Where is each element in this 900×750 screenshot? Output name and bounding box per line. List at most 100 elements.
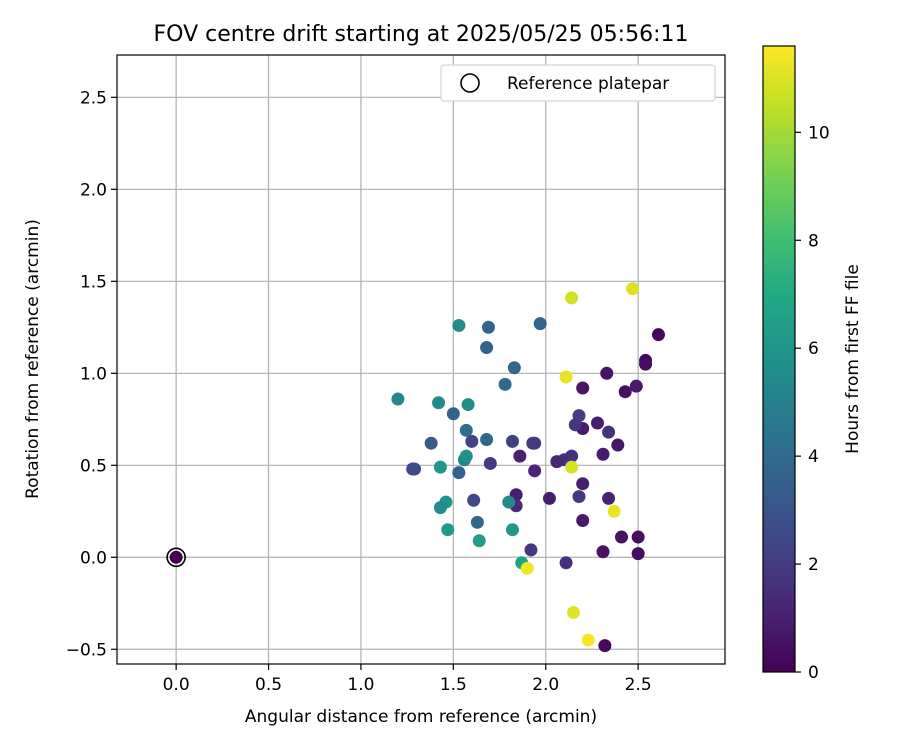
data-point (572, 490, 586, 504)
data-point (607, 504, 621, 518)
data-point (602, 491, 616, 505)
data-point (432, 396, 446, 410)
y-tick-labels: −0.5 0.0 0.5 1.0 1.5 2.0 2.5 (66, 88, 117, 660)
data-point (459, 449, 473, 463)
data-point (576, 513, 590, 527)
data-point (590, 416, 604, 430)
y-tick-label: 1.0 (80, 364, 107, 384)
x-tick-label: 0.0 (163, 675, 190, 695)
legend-box (440, 64, 716, 102)
colorbar-tick-label: 8 (808, 231, 819, 251)
y-tick-label: 0.0 (80, 548, 107, 568)
data-point (391, 392, 405, 406)
data-point (559, 370, 573, 384)
colorbar-tick-labels: 0 2 4 6 8 10 (795, 123, 830, 683)
data-point (631, 530, 645, 544)
data-point (596, 447, 610, 461)
data-point (465, 434, 479, 448)
colorbar-tick-label: 0 (808, 663, 819, 683)
data-point (533, 317, 547, 331)
x-tick-label: 1.0 (347, 675, 374, 695)
x-gridlines (175, 55, 639, 664)
data-point (498, 377, 512, 391)
x-tick-label: 2.5 (625, 675, 652, 695)
legend-entry-reference-platepar: Reference platepar (507, 74, 669, 94)
y-tick-label: 1.5 (80, 272, 107, 292)
data-point (565, 291, 579, 305)
legend-reference-marker-icon (460, 73, 480, 93)
data-point (631, 547, 645, 561)
data-point (576, 381, 590, 395)
data-point (639, 357, 653, 371)
data-point (581, 633, 595, 647)
data-point (565, 460, 579, 474)
data-point (481, 320, 495, 334)
y-gridlines (117, 96, 725, 650)
data-point (598, 639, 612, 653)
reference-point-marker (166, 547, 186, 568)
colorbar-tick-label: 10 (808, 123, 830, 143)
data-point (568, 418, 582, 432)
data-point (472, 534, 486, 548)
data-point (596, 545, 610, 559)
data-point (169, 550, 183, 564)
data-point (520, 561, 534, 575)
data-point (408, 462, 422, 476)
x-axis-label: Angular distance from reference (arcmin) (245, 707, 597, 727)
data-point (470, 515, 484, 529)
colorbar-tick-label: 2 (808, 555, 819, 575)
data-point (528, 436, 542, 450)
y-tick-label: 2.0 (80, 180, 107, 200)
y-tick-label: 0.5 (80, 456, 107, 476)
colorbar-tick-label: 6 (808, 339, 819, 359)
x-tick-label: 1.5 (440, 675, 467, 695)
chart-title: FOV centre drift starting at 2025/05/25 … (154, 22, 689, 47)
data-point (566, 605, 580, 619)
data-point (600, 366, 614, 380)
data-point (618, 385, 632, 399)
x-tick-label: 0.5 (255, 675, 282, 695)
data-point (459, 423, 473, 437)
data-point (424, 436, 438, 450)
data-point (528, 464, 542, 478)
legend: Reference platepar (440, 64, 716, 102)
data-point (611, 438, 625, 452)
data-point (452, 318, 466, 332)
data-point (542, 491, 556, 505)
data-point (480, 433, 494, 447)
colorbar-tick-label: 4 (808, 447, 819, 467)
data-point (507, 361, 521, 375)
data-point (433, 460, 447, 474)
data-point (651, 328, 665, 342)
data-point (602, 425, 616, 439)
data-point (502, 495, 516, 509)
plot-frame (116, 54, 726, 665)
data-point (461, 398, 475, 412)
data-point (441, 523, 455, 537)
data-point (513, 449, 527, 463)
data-point (467, 493, 481, 507)
data-point (505, 523, 519, 537)
x-tick-labels: 0.0 0.5 1.0 1.5 2.0 2.5 (163, 664, 652, 695)
colorbar-label: Hours from first FF file (843, 264, 863, 454)
data-point (559, 556, 573, 570)
data-point (550, 455, 564, 469)
y-tick-label: −0.5 (66, 640, 107, 660)
data-point (480, 341, 494, 355)
x-tick-label: 2.0 (532, 675, 559, 695)
data-point (433, 501, 447, 515)
colorbar: 0 2 4 6 8 10 Hours from first FF file (762, 45, 863, 683)
y-tick-label: 2.5 (80, 88, 107, 108)
data-point (505, 434, 519, 448)
data-point (615, 530, 629, 544)
y-axis-label: Rotation from reference (arcmin) (23, 219, 43, 499)
data-point (483, 456, 497, 470)
data-point (524, 543, 538, 557)
data-point (629, 379, 643, 393)
data-point (576, 477, 590, 491)
data-point (446, 407, 460, 421)
colorbar-gradient (762, 45, 796, 673)
data-point (452, 466, 466, 480)
data-point (626, 282, 640, 296)
